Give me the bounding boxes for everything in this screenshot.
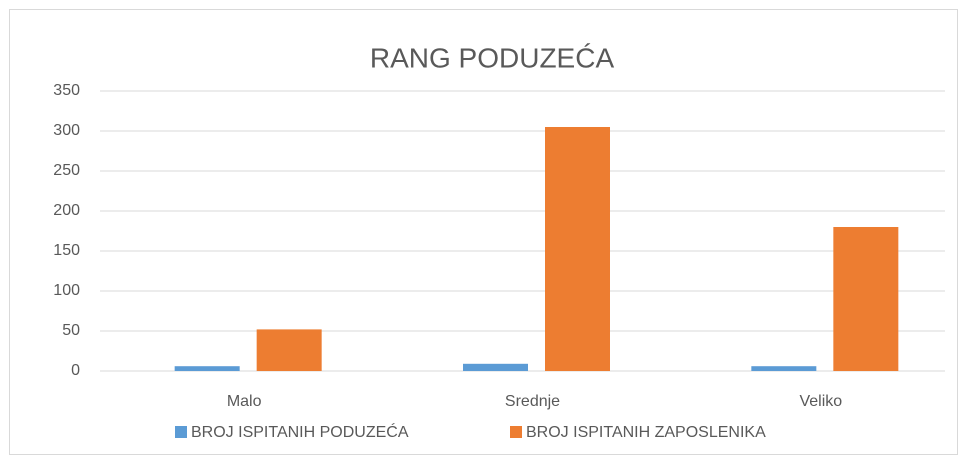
x-tick-label: Veliko <box>799 393 842 410</box>
y-tick-label: 50 <box>62 322 80 339</box>
bar <box>174 366 240 371</box>
x-tick-label: Malo <box>227 393 262 410</box>
legend-label: BROJ ISPITANIH PODUZEĆA <box>191 422 409 441</box>
legend-swatch <box>175 426 187 438</box>
y-tick-label: 0 <box>71 362 80 379</box>
y-tick-label: 150 <box>53 242 80 259</box>
legend-swatch <box>510 426 522 438</box>
chart-title: RANG PODUZEĆA <box>370 42 615 73</box>
x-tick-label: Srednje <box>505 393 560 410</box>
y-tick-label: 100 <box>53 282 80 299</box>
chart-border <box>9 9 958 455</box>
bar <box>545 127 610 371</box>
y-tick-label: 200 <box>53 202 80 219</box>
legend-label: BROJ ISPITANIH ZAPOSLENIKA <box>526 424 766 441</box>
bar <box>833 227 899 371</box>
y-tick-label: 350 <box>53 82 80 99</box>
y-tick-label: 300 <box>53 122 80 139</box>
bar <box>463 363 528 371</box>
bar <box>751 366 817 371</box>
y-tick-label: 250 <box>53 162 80 179</box>
bar <box>256 329 322 371</box>
